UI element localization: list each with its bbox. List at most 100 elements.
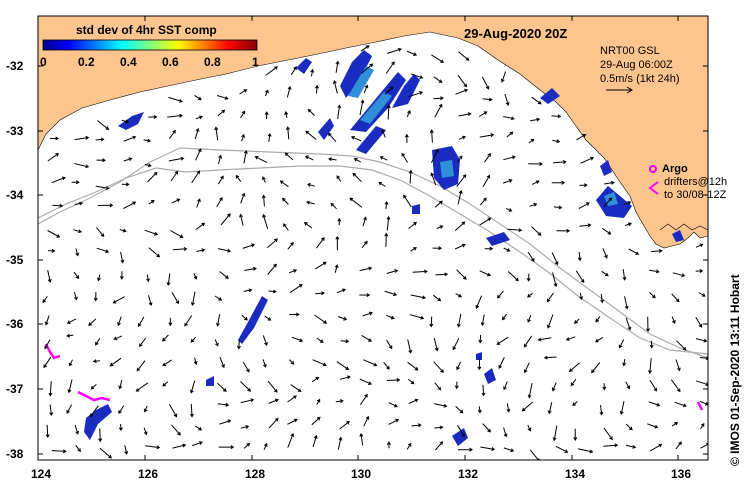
velocity-arrow <box>146 274 150 283</box>
velocity-legend: NRT00 GSL 29-Aug 06:00Z 0.5m/s (1kt 24h) <box>600 45 679 94</box>
velocity-arrow <box>577 448 594 454</box>
velocity-arrow <box>73 291 78 301</box>
velocity-arrow <box>148 114 158 119</box>
velocity-arrow <box>555 445 569 453</box>
velocity-arrow <box>191 170 201 184</box>
velocity-arrow <box>195 222 206 231</box>
velocity-arrow <box>407 378 415 385</box>
velocity-arrow <box>236 339 241 350</box>
velocity-arrow <box>241 134 245 142</box>
velocity-arrow <box>577 251 582 262</box>
colorbar-tick-1: 0.2 <box>78 55 95 69</box>
y-axis: -32 -33 -34 -35 -36 -37 -38 <box>6 59 708 461</box>
velocity-arrow <box>570 379 577 387</box>
velocity-arrow <box>124 445 129 455</box>
velocity-arrow <box>89 405 99 418</box>
velocity-arrow <box>340 339 350 344</box>
velocity-arrow <box>217 402 230 407</box>
colorbar-tick-4: 0.8 <box>204 55 221 69</box>
velocity-arrow <box>527 383 533 399</box>
velocity-arrow <box>66 404 73 414</box>
velocity-arrow <box>279 180 289 188</box>
velocity-arrow <box>502 179 513 184</box>
velocity-arrow <box>139 337 147 348</box>
argo-legend-label: Argo <box>662 163 688 175</box>
velocity-arrow <box>96 158 106 163</box>
velocity-arrow <box>429 129 434 143</box>
velocity-arrow <box>117 316 122 327</box>
velocity-arrow <box>551 114 562 119</box>
velocity-arrow <box>172 443 187 449</box>
velocity-arrow <box>241 314 248 321</box>
colorbar-tick-2: 0.4 <box>120 55 137 69</box>
velocity-arrow <box>337 217 342 226</box>
velocity-arrow <box>268 398 279 404</box>
velocity-arrow <box>698 292 706 297</box>
velocity-arrow <box>328 157 337 162</box>
velocity-arrow <box>527 314 532 323</box>
velocity-arrow <box>573 318 580 324</box>
velocity-arrow <box>190 336 197 343</box>
velocity-arrow <box>579 292 584 301</box>
velocity-arrow <box>337 316 348 321</box>
velocity-arrow <box>359 378 372 385</box>
velocity-arrow <box>482 174 491 187</box>
velocity-arrow <box>68 359 73 367</box>
y-tick-label: -35 <box>6 253 24 267</box>
velocity-arrow <box>44 315 50 326</box>
velocity-arrow <box>527 251 535 262</box>
velocity-arrow <box>671 316 676 324</box>
velocity-arrow <box>67 379 73 394</box>
velocity-arrow <box>285 126 290 140</box>
velocity-arrow <box>433 337 439 352</box>
velocity-arrow <box>90 384 97 390</box>
velocity-arrow <box>289 284 303 294</box>
drifter-marker-icon <box>648 181 659 195</box>
velocity-arrow <box>671 293 680 303</box>
velocity-arrow <box>482 97 493 102</box>
velocity-arrow <box>335 399 344 404</box>
velocity-arrow <box>546 314 554 329</box>
velocity-arrow <box>501 313 507 321</box>
velocity-arrow <box>291 336 304 343</box>
velocity-arrow <box>676 340 687 351</box>
velocity-arrow <box>503 247 511 252</box>
velocity-arrow <box>603 443 619 448</box>
velocity-arrow <box>478 111 488 117</box>
velocity-arrow <box>503 116 515 121</box>
velocity-arrow <box>218 445 235 450</box>
velocity-arrow <box>430 172 437 186</box>
map-date-title: 29-Aug-2020 20Z <box>464 26 567 41</box>
velocity-arrow <box>403 194 412 208</box>
velocity-arrow <box>481 384 486 397</box>
velocity-arrow <box>312 434 318 448</box>
velocity-arrow <box>359 293 371 298</box>
velocity-arrow <box>528 161 543 166</box>
velocity-arrow <box>457 155 463 163</box>
argo-marker-icon <box>649 165 657 173</box>
velocity-arrow <box>672 272 686 278</box>
velocity-arrow <box>506 403 511 413</box>
velocity-arrow <box>498 357 505 369</box>
velocity-arrow <box>452 337 460 351</box>
velocity-arrow <box>219 419 232 425</box>
velocity-arrow <box>75 445 81 453</box>
velocity-arrow <box>361 63 374 74</box>
velocity-arrow <box>601 270 609 277</box>
velocity-arrow <box>526 273 531 282</box>
velocity-arrow <box>434 382 442 391</box>
velocity-arrow <box>505 207 513 212</box>
velocity-arrow <box>240 425 250 429</box>
velocity-arrow <box>267 263 277 275</box>
velocity-arrow <box>305 130 317 140</box>
velocity-arrow <box>195 115 203 120</box>
x-tick-label: 134 <box>565 467 585 481</box>
velocity-arrow <box>675 441 682 450</box>
velocity-arrow <box>551 382 557 392</box>
y-tick-label: -32 <box>6 59 24 73</box>
velocity-arrow <box>503 381 508 391</box>
velocity-arrow <box>408 91 424 98</box>
velocity-arrow <box>268 289 277 294</box>
colorbar-tick-3: 0.6 <box>162 55 179 69</box>
velocity-arrow <box>625 381 631 390</box>
